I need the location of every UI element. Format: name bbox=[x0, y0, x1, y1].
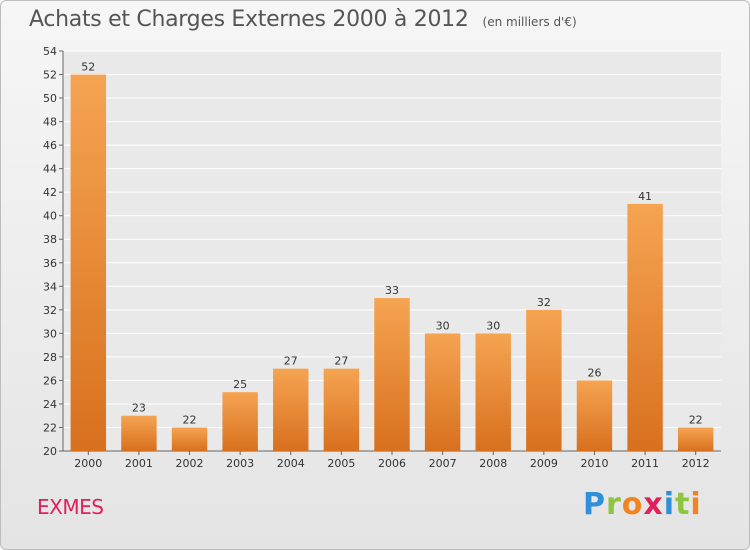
chart-unit: (en milliers d'€) bbox=[482, 15, 577, 29]
y-tick-label: 28 bbox=[43, 351, 57, 364]
logo-letter: x bbox=[643, 487, 664, 522]
bar-value-label: 22 bbox=[689, 413, 703, 426]
bar-value-label: 27 bbox=[284, 355, 298, 368]
y-tick-label: 36 bbox=[43, 257, 57, 270]
bar-value-label: 30 bbox=[486, 319, 500, 332]
y-tick-label: 50 bbox=[43, 92, 57, 105]
y-tick-label: 32 bbox=[43, 304, 57, 317]
bar bbox=[273, 368, 309, 451]
bar bbox=[70, 74, 107, 451]
y-tick-label: 48 bbox=[43, 116, 57, 129]
y-tick-label: 20 bbox=[43, 445, 57, 458]
x-tick-label: 2011 bbox=[631, 457, 659, 470]
y-tick-label: 24 bbox=[43, 398, 57, 411]
x-tick-label: 2003 bbox=[226, 457, 254, 470]
bar bbox=[475, 333, 511, 451]
y-tick-label: 22 bbox=[43, 421, 57, 434]
proxiti-logo[interactable]: Proxiti bbox=[583, 487, 702, 522]
bar bbox=[627, 203, 663, 451]
logo-letter: o bbox=[621, 487, 644, 522]
bar-value-label: 26 bbox=[587, 366, 601, 379]
bar bbox=[222, 392, 258, 451]
bar-value-label: 25 bbox=[233, 378, 247, 391]
bar-value-label: 23 bbox=[132, 402, 146, 415]
town-name: EXMES bbox=[37, 495, 104, 519]
y-tick-label: 54 bbox=[43, 45, 57, 58]
bar bbox=[576, 380, 613, 451]
x-tick-label: 2001 bbox=[125, 457, 153, 470]
logo-letter: r bbox=[606, 487, 622, 522]
y-tick-label: 44 bbox=[43, 163, 57, 176]
bar-value-label: 30 bbox=[436, 319, 450, 332]
x-tick-label: 2000 bbox=[74, 457, 102, 470]
y-tick-label: 34 bbox=[43, 280, 57, 293]
x-tick-label: 2008 bbox=[479, 457, 507, 470]
logo-letter: P bbox=[583, 487, 606, 522]
bar-value-label: 27 bbox=[334, 355, 348, 368]
x-tick-label: 2009 bbox=[530, 457, 558, 470]
bar bbox=[121, 415, 157, 451]
bar bbox=[424, 333, 461, 451]
y-tick-label: 46 bbox=[43, 139, 57, 152]
x-tick-label: 2007 bbox=[429, 457, 457, 470]
bar-value-label: 32 bbox=[537, 296, 551, 309]
logo-letter: i bbox=[690, 487, 702, 522]
bar-value-label: 33 bbox=[385, 284, 399, 297]
x-tick-label: 2012 bbox=[682, 457, 710, 470]
chart-title: Achats et Charges Externes 2000 à 2012 (e… bbox=[29, 7, 577, 32]
logo-letter: t bbox=[675, 487, 691, 522]
chart-title-text: Achats et Charges Externes 2000 à 2012 bbox=[29, 7, 469, 32]
x-tick-label: 2002 bbox=[176, 457, 204, 470]
bar bbox=[677, 427, 714, 451]
bar-value-label: 52 bbox=[81, 61, 95, 74]
bar bbox=[323, 368, 360, 451]
x-tick-label: 2005 bbox=[327, 457, 355, 470]
y-tick-label: 38 bbox=[43, 233, 57, 246]
x-tick-label: 2006 bbox=[378, 457, 406, 470]
logo-letter: i bbox=[663, 487, 676, 522]
bar bbox=[374, 298, 410, 451]
bar bbox=[171, 427, 208, 451]
bar-value-label: 41 bbox=[638, 190, 652, 203]
y-tick-label: 42 bbox=[43, 186, 57, 199]
y-tick-label: 26 bbox=[43, 374, 57, 387]
y-tick-label: 40 bbox=[43, 210, 57, 223]
bar-value-label: 22 bbox=[183, 413, 197, 426]
y-tick-label: 30 bbox=[43, 327, 57, 340]
y-tick-label: 52 bbox=[43, 69, 57, 82]
x-tick-label: 2004 bbox=[277, 457, 305, 470]
bar bbox=[526, 309, 562, 451]
x-tick-label: 2010 bbox=[580, 457, 608, 470]
